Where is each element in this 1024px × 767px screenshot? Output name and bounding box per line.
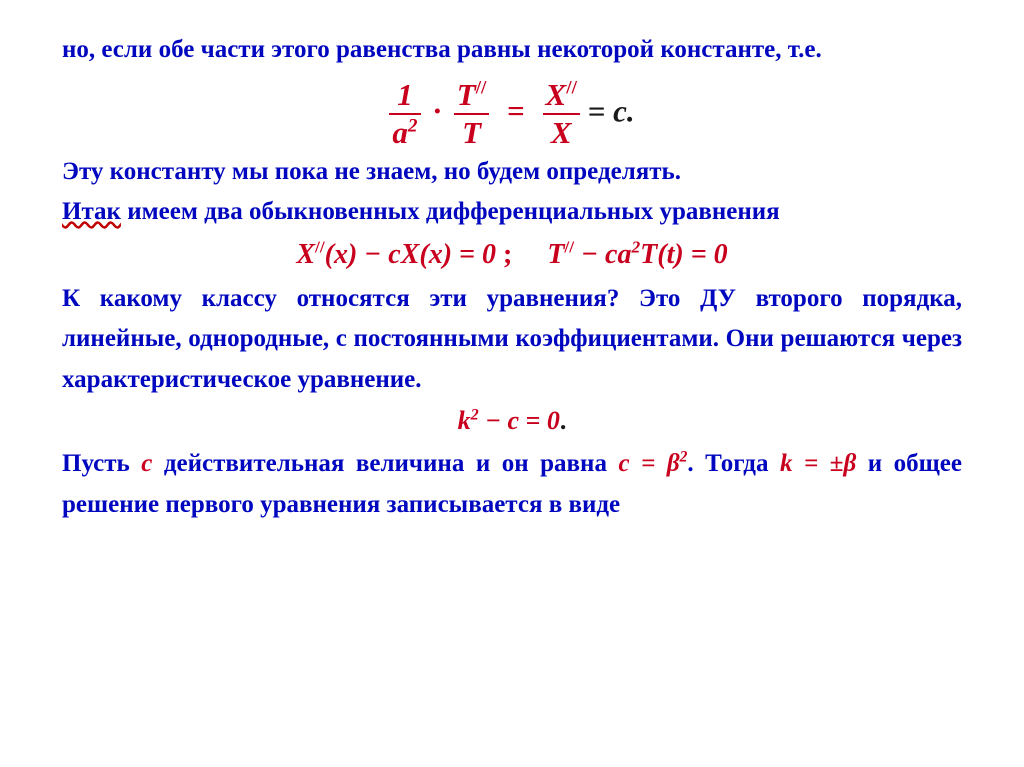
p4-m1: c	[141, 450, 152, 477]
equation-2: X//(x) − cX(x) = 0 ; T// − ca2T(t) = 0	[62, 239, 962, 271]
eq2-part2: T// − ca2T(t) = 0	[540, 239, 727, 270]
eq1-frac1-den: a2	[389, 115, 420, 150]
eq1-frac1: 1 a2	[389, 79, 420, 150]
eq1-dot: ·	[433, 93, 441, 128]
p4-t3: . Тогда	[687, 450, 780, 477]
eq3-rest: − c = 0	[479, 406, 560, 435]
eq1-frac2-den: T	[454, 115, 490, 150]
eq3-period: .	[560, 406, 567, 435]
eq1-frac3: X// X	[543, 79, 580, 150]
paragraph-4: Пусть c действительная величина и он рав…	[62, 444, 962, 525]
p3-text: К какому классу относятся эти уравнения?…	[62, 285, 962, 393]
lecture-slide: но, если обе части этого равенства равны…	[0, 0, 1024, 767]
eq1-frac1-num: 1	[389, 79, 420, 116]
eq1-frac3-num: X//	[543, 79, 580, 116]
p2b-wavy-word: Итак	[62, 198, 121, 225]
p4-t1: Пусть	[62, 450, 141, 477]
eq1-frac2: T// T	[454, 79, 490, 150]
equation-3: k2 − c = 0.	[62, 406, 962, 436]
paragraph-1: но, если обе части этого равенства равны…	[62, 30, 962, 71]
p4-m2: c = β2	[618, 450, 687, 477]
paragraph-3: К какому классу относятся эти уравнения?…	[62, 279, 962, 401]
eq3-k: k	[458, 406, 471, 435]
eq2-sep: ;	[503, 239, 540, 270]
paragraph-2: Эту константу мы пока не знаем, но будем…	[62, 152, 962, 233]
p4-m3: k = ±β	[780, 450, 856, 477]
eq1-frac2-num: T//	[454, 79, 490, 116]
p2a-text: Эту константу мы пока не знаем, но будем…	[62, 158, 681, 185]
eq2-part1: X//(x) − cX(x) = 0	[296, 239, 503, 270]
eq1-equals-1: =	[507, 93, 525, 128]
eq1-tail: = c.	[588, 93, 635, 128]
p4-t2: действительная величина и он равна	[152, 450, 618, 477]
eq1-frac3-den: X	[543, 115, 580, 150]
p1-text: но, если обе части этого равенства равны…	[62, 36, 822, 63]
equation-1: 1 a2 · T// T = X// X = c.	[62, 79, 962, 150]
p2b-rest: имеем два обыкновенных дифференциальных …	[121, 198, 780, 225]
